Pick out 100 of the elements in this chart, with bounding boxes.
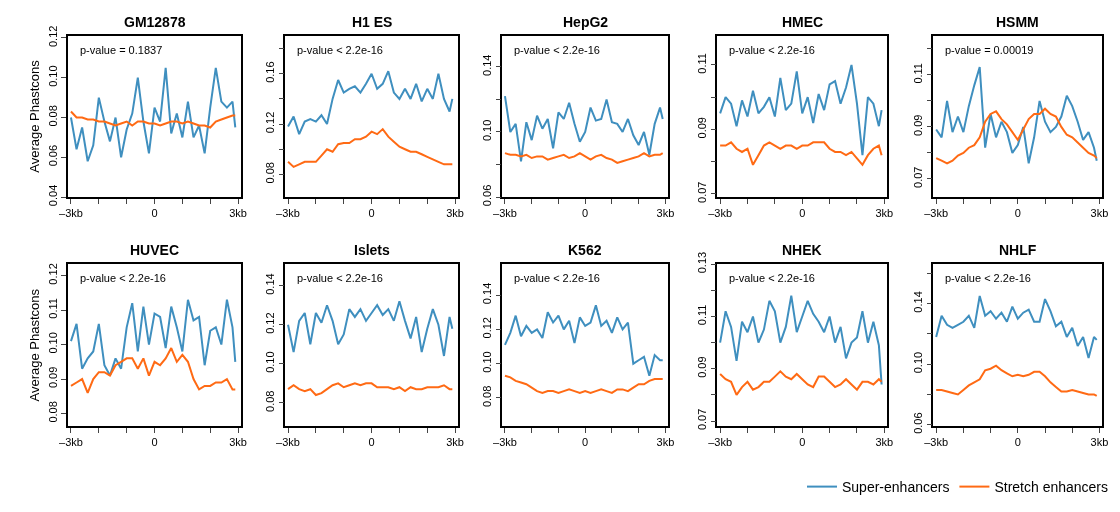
line-series <box>69 298 237 377</box>
x-tick-label: 0 <box>1014 207 1021 220</box>
y-tick-label: 0.12 <box>264 111 277 134</box>
x-tick-label: –3kb <box>708 436 733 449</box>
x-tick-label: 0 <box>151 207 158 220</box>
y-tick-label: 0.08 <box>47 105 60 127</box>
y-tick-label: 0.09 <box>696 117 709 139</box>
chart-title: NHEK <box>782 242 822 258</box>
y-tick-label: 0.14 <box>481 282 494 305</box>
y-tick-label: 0.10 <box>481 119 494 142</box>
y-tick-label: 0.09 <box>912 114 925 136</box>
y-tick-label: 0.07 <box>696 181 709 203</box>
x-tick-label: 3kb <box>446 436 464 449</box>
line-series <box>719 141 883 166</box>
y-tick-label: 0.08 <box>264 390 277 412</box>
line-series <box>503 152 664 164</box>
line-series <box>69 66 237 163</box>
y-tick-label: 0.13 <box>696 251 709 274</box>
annotation: p-value < 2.2e-16 <box>729 272 815 284</box>
line-series <box>719 294 883 386</box>
legend-label: Stretch enhancers <box>994 479 1109 496</box>
x-tick-label: 0 <box>799 436 806 449</box>
line-series <box>287 300 454 357</box>
x-tick-label: 0 <box>582 207 589 220</box>
y-tick-label: 0.12 <box>47 25 60 48</box>
x-tick-label: 0 <box>582 436 589 449</box>
line-series <box>935 107 1098 165</box>
chart-title: HSMM <box>996 14 1039 30</box>
annotation: p-value = 0.00019 <box>945 44 1034 56</box>
y-tick-label: 0.11 <box>912 63 925 84</box>
x-tick-label: 0 <box>799 207 806 220</box>
x-tick-label: 3kb <box>229 436 247 449</box>
x-tick-label: 3kb <box>656 207 675 220</box>
x-tick-label: –3kb <box>924 436 949 449</box>
annotation: p-value < 2.2e-16 <box>514 44 600 56</box>
y-tick-label: 0.08 <box>47 401 60 423</box>
y-tick-label: 0.04 <box>47 184 60 207</box>
x-tick-label: –3kb <box>493 207 517 220</box>
x-tick-label: 0 <box>368 436 375 449</box>
line-series <box>69 110 237 129</box>
annotation: p-value < 2.2e-16 <box>514 272 600 284</box>
y-tick-label: 0.14 <box>912 291 925 313</box>
y-tick-label: 0.11 <box>47 298 60 319</box>
y-tick-label: 0.16 <box>264 61 277 83</box>
annotation: p-value < 2.2e-16 <box>297 44 383 56</box>
line-series <box>719 63 883 157</box>
x-tick-label: 0 <box>151 436 158 449</box>
y-tick-label: 0.09 <box>47 366 60 389</box>
line-series <box>503 95 664 163</box>
y-tick-label: 0.10 <box>481 351 494 373</box>
line-series <box>935 364 1098 397</box>
x-tick-label: –3kb <box>59 207 83 220</box>
y-tick-label: 0.06 <box>912 412 925 434</box>
chart-title: GM12878 <box>124 14 186 30</box>
y-tick-label: 0.08 <box>481 385 494 408</box>
y-axis-title: Average Phastcons <box>27 288 43 402</box>
x-tick-label: 3kb <box>1090 436 1109 449</box>
line-series <box>287 70 454 136</box>
chart-title: HUVEC <box>130 242 180 258</box>
x-tick-label: 3kb <box>1090 207 1109 220</box>
line-series <box>69 347 237 394</box>
x-tick-label: 0 <box>368 207 375 220</box>
x-tick-label: 3kb <box>875 436 894 449</box>
x-tick-label: –3kb <box>59 436 83 449</box>
line-series <box>935 66 1098 165</box>
chart-title: H1 ES <box>352 14 393 30</box>
y-tick-label: 0.14 <box>264 273 277 295</box>
y-tick-label: 0.10 <box>47 332 60 354</box>
x-tick-label: 0 <box>1014 436 1021 449</box>
annotation: p-value < 2.2e-16 <box>80 272 166 284</box>
y-tick-label: 0.07 <box>696 408 709 431</box>
y-tick-label: 0.11 <box>696 53 709 74</box>
y-tick-label: 0.06 <box>481 184 494 207</box>
chart-title: HMEC <box>782 14 824 30</box>
y-tick-label: 0.10 <box>912 351 925 374</box>
x-tick-label: –3kb <box>276 207 300 220</box>
annotation: p-value = 0.1837 <box>80 44 163 56</box>
x-tick-label: –3kb <box>493 436 517 449</box>
y-tick-label: 0.12 <box>47 263 60 285</box>
line-series <box>503 304 664 377</box>
annotation: p-value < 2.2e-16 <box>945 272 1031 284</box>
chart-title: NHLF <box>999 242 1037 258</box>
legend-label: Super-enhancers <box>842 479 950 496</box>
y-tick-label: 0.10 <box>264 351 277 373</box>
y-tick-label: 0.14 <box>481 54 494 76</box>
y-tick-label: 0.10 <box>47 65 60 87</box>
annotation: p-value < 2.2e-16 <box>297 272 383 284</box>
y-tick-label: 0.07 <box>912 166 925 188</box>
y-tick-label: 0.08 <box>264 162 277 184</box>
x-tick-label: –3kb <box>924 207 949 220</box>
x-tick-label: 3kb <box>446 207 464 220</box>
x-tick-label: 3kb <box>229 207 247 220</box>
chart-title: HepG2 <box>563 14 609 30</box>
line-series <box>503 374 664 394</box>
chart-title: K562 <box>568 242 602 258</box>
annotation: p-value < 2.2e-16 <box>729 44 815 56</box>
line-series <box>287 128 454 168</box>
y-tick-label: 0.12 <box>264 312 277 334</box>
x-tick-label: 3kb <box>875 207 894 220</box>
x-tick-label: 3kb <box>656 436 675 449</box>
